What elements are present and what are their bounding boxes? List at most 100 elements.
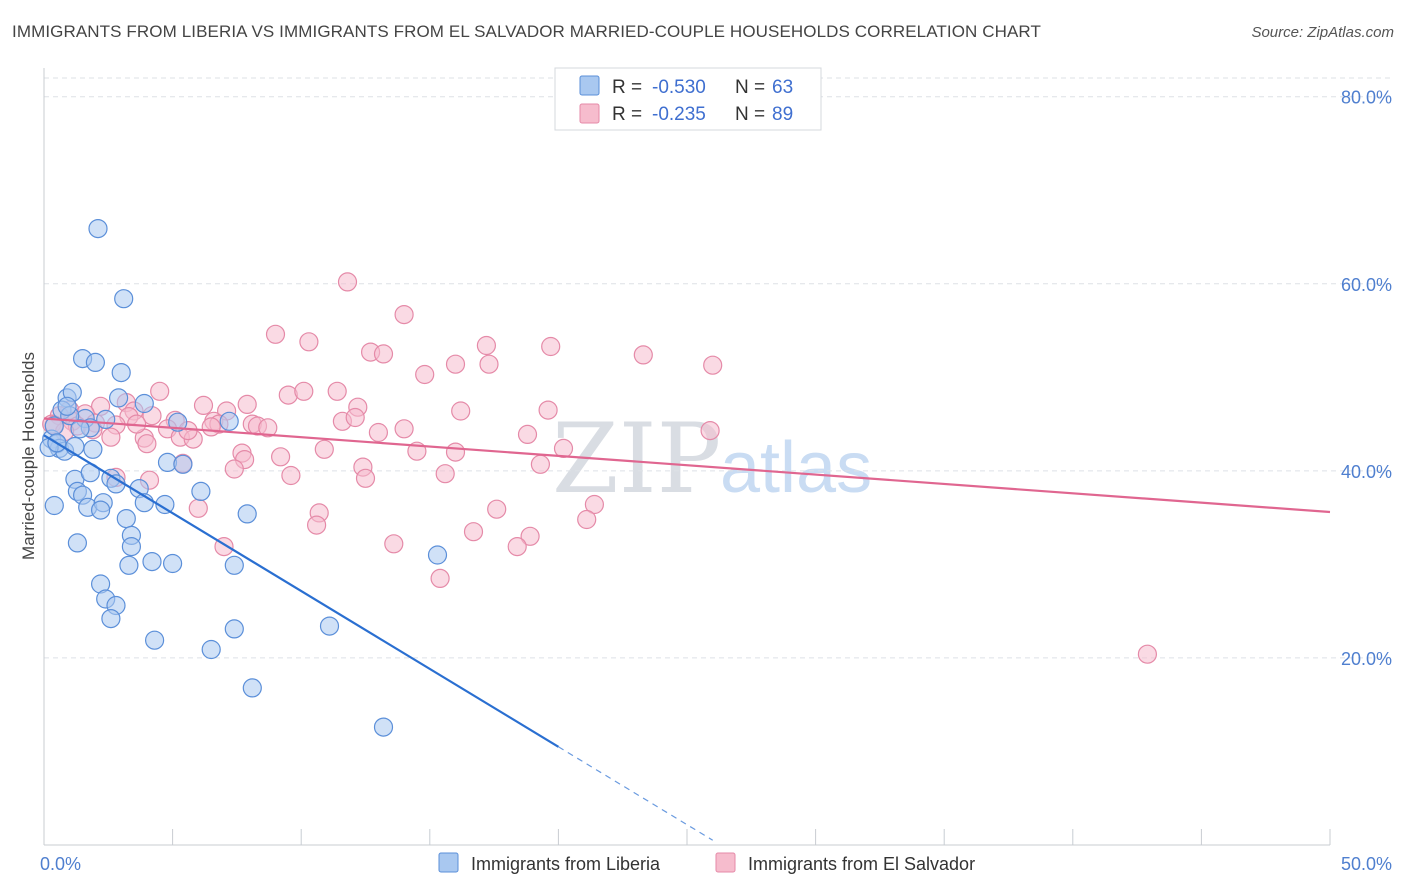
point-liberia-45: [163, 553, 183, 574]
point-elsalvador-0: [337, 272, 358, 292]
legend-r-value-elsalvador: -0.235: [652, 104, 706, 125]
y-tick-label-40: 40.0%: [1341, 462, 1392, 482]
point-elsalvador-47: [101, 427, 121, 447]
watermark-zip: ZIP: [552, 403, 721, 515]
point-liberia-20: [83, 439, 103, 459]
point-liberia-41: [67, 533, 88, 553]
point-liberia-35: [90, 500, 111, 520]
point-liberia-1: [114, 289, 134, 309]
source-credit: Source: ZipAtlas.com: [1251, 24, 1394, 41]
point-liberia-4: [111, 363, 131, 383]
point-liberia-47: [427, 545, 448, 565]
point-liberia-53: [319, 616, 340, 636]
legend-r-value-liberia: -0.530: [652, 77, 706, 98]
point-elsalvador-51: [137, 434, 157, 454]
point-elsalvador-84: [201, 417, 221, 437]
point-elsalvador-77: [384, 534, 404, 554]
trendlines: [43, 417, 1331, 841]
point-elsalvador-13: [150, 381, 170, 401]
x-ticks: [43, 829, 1331, 845]
legend-n-value-elsalvador: 89: [772, 104, 793, 125]
point-elsalvador-16: [327, 381, 347, 401]
point-elsalvador-70: [188, 498, 208, 518]
y-tick-labels: 20.0% 40.0% 60.0% 80.0%: [1341, 88, 1392, 669]
point-elsalvador-12: [703, 355, 723, 375]
point-elsalvador-11: [479, 354, 499, 374]
point-liberia-43: [142, 551, 162, 572]
point-liberia-46: [224, 555, 244, 575]
point-elsalvador-33: [538, 400, 558, 420]
legend-swatch-elsalvador: [579, 103, 600, 124]
point-liberia-12: [168, 412, 188, 432]
point-elsalvador-55: [445, 442, 466, 462]
point-elsalvador-63: [281, 465, 301, 486]
point-elsalvador-44: [394, 419, 414, 439]
point-elsalvador-69: [487, 499, 507, 519]
point-elsalvador-32: [451, 401, 471, 421]
point-liberia-51: [101, 608, 121, 629]
point-elsalvador-78: [507, 536, 527, 557]
bottom-legend-label-liberia: Immigrants from Liberia: [471, 854, 661, 874]
trendline-liberia: [43, 434, 559, 748]
point-liberia-39: [116, 508, 136, 529]
point-elsalvador-7: [373, 344, 394, 364]
point-elsalvador-72: [307, 515, 327, 535]
legend-n-value-liberia: 63: [772, 77, 793, 98]
legend-r-label-elsalvador: R =: [612, 104, 642, 125]
y-axis-label: Married-couple Households: [19, 352, 38, 560]
series-liberia-points: [39, 219, 448, 737]
point-elsalvador-5: [541, 336, 561, 357]
point-elsalvador-8: [633, 345, 653, 365]
legend-r-label-liberia: R =: [612, 77, 642, 98]
point-elsalvador-56: [553, 438, 574, 458]
watermark-atlas: atlas: [720, 428, 872, 508]
point-elsalvador-10: [415, 364, 435, 385]
bottom-legend-swatch-liberia: [438, 852, 459, 873]
y-tick-label-60: 60.0%: [1341, 275, 1392, 295]
point-elsalvador-34: [345, 407, 365, 428]
point-elsalvador-62: [224, 459, 244, 479]
bottom-legend-label-elsalvador: Immigrants from El Salvador: [748, 854, 975, 874]
point-elsalvador-18: [237, 394, 257, 414]
trendline-liberia-extension: [558, 746, 714, 841]
point-elsalvador-80: [1137, 644, 1158, 664]
bottom-legend: Immigrants from Liberia Immigrants from …: [438, 852, 975, 874]
point-liberia-37: [155, 494, 175, 515]
point-elsalvador-17: [193, 395, 214, 415]
point-elsalvador-79: [430, 568, 450, 589]
point-liberia-38: [237, 504, 257, 524]
trendline-elsalvador: [43, 417, 1331, 514]
point-liberia-42: [121, 536, 141, 557]
x-tick-label-min: 0.0%: [40, 854, 81, 874]
point-elsalvador-42: [258, 418, 278, 438]
point-elsalvador-74: [463, 522, 484, 542]
point-elsalvador-64: [355, 468, 376, 488]
legend-swatch-liberia: [579, 75, 600, 96]
point-liberia-29: [191, 481, 211, 501]
point-elsalvador-75: [520, 526, 540, 546]
point-elsalvador-58: [271, 447, 291, 467]
point-liberia-13: [219, 411, 239, 431]
point-liberia-57: [373, 717, 394, 737]
point-liberia-54: [145, 630, 165, 650]
point-liberia-3: [85, 352, 106, 372]
point-elsalvador-71: [584, 494, 605, 515]
point-elsalvador-43: [368, 422, 388, 443]
point-liberia-7: [108, 388, 129, 408]
point-elsalvador-53: [314, 439, 334, 459]
point-elsalvador-3: [299, 332, 319, 352]
point-elsalvador-73: [577, 509, 597, 530]
point-elsalvador-15: [294, 381, 314, 401]
legend-box: R = -0.530 N = 63 R = -0.235 N = 89: [554, 67, 822, 131]
point-elsalvador-60: [530, 454, 551, 474]
series-elsalvador-points: [42, 272, 1158, 664]
legend-n-label-elsalvador: N =: [735, 104, 765, 125]
point-elsalvador-45: [517, 424, 538, 444]
point-liberia-8: [134, 393, 154, 414]
point-liberia-0: [88, 219, 108, 239]
point-liberia-62: [57, 396, 77, 416]
bottom-legend-swatch-elsalvador: [715, 852, 736, 873]
point-elsalvador-65: [435, 464, 455, 484]
point-liberia-56: [242, 678, 262, 698]
